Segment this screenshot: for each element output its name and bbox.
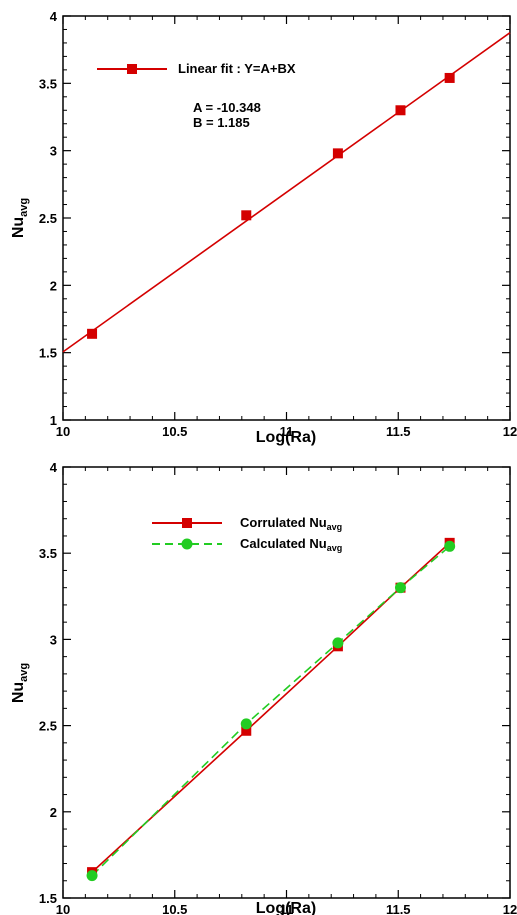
- series-lines: [91, 542, 451, 877]
- series-markers: [87, 72, 455, 339]
- data-point-square: [395, 105, 406, 116]
- x-tick-label: 11: [280, 424, 294, 439]
- legend-marker: [127, 64, 137, 74]
- data-point-square: [332, 148, 343, 159]
- tick-labels: 10 10.5 11 11.5 12 1.5 2 2.5 3 3.5 4: [39, 460, 517, 915]
- axis-ticks: [62, 15, 511, 421]
- y-tick-label: 3.5: [39, 546, 57, 561]
- legend: Corrulated Nuavg Calculated Nuavg: [152, 515, 342, 553]
- legend: Linear fit : Y=A+BX: [97, 61, 296, 76]
- data-point-square: [444, 72, 455, 83]
- y-tick-label: 3.5: [39, 76, 57, 91]
- data-point-square: [87, 328, 98, 339]
- series-lines: [62, 32, 511, 353]
- legend-label: Linear fit : Y=A+BX: [178, 61, 296, 76]
- y-tick-label: 3: [50, 632, 57, 647]
- x-axis-label: Log(Ra): [256, 429, 316, 446]
- axis-ticks: [62, 466, 511, 899]
- x-tick-label: 10.5: [162, 424, 187, 439]
- x-tick-label: 11: [280, 902, 294, 915]
- x-tick-label: 11.5: [386, 424, 411, 439]
- chart-bottom: 10 10.5 11 11.5 12 1.5 2 2.5 3 3.5 4 Log(Ra) Nuavg…: [10, 460, 517, 915]
- x-tick-label: 12: [503, 902, 517, 915]
- y-tick-label: 2: [50, 278, 57, 293]
- data-point-square: [241, 725, 252, 736]
- y-tick-label: 1: [50, 413, 57, 428]
- x-tick-label: 10: [56, 902, 70, 915]
- y-axis-label-base: Nu: [10, 217, 27, 238]
- x-tick-label: 11.5: [386, 902, 411, 915]
- data-point-square: [241, 210, 252, 221]
- y-tick-label: 2: [50, 805, 57, 820]
- series-line-1: [91, 545, 451, 877]
- data-point-circle: [394, 582, 406, 594]
- data-point-circle: [86, 870, 98, 882]
- y-axis-label: Nuavg: [10, 663, 30, 703]
- legend-label-calculated: Calculated Nuavg: [240, 536, 342, 553]
- data-point-circle: [444, 540, 456, 552]
- data-point-circle: [240, 718, 252, 730]
- x-tick-label: 10: [56, 424, 70, 439]
- plot-frame: [62, 466, 511, 899]
- legend-marker-calculated: [181, 538, 193, 550]
- legend-label-corrulated: Corrulated Nuavg: [240, 515, 342, 532]
- y-tick-label: 4: [50, 9, 58, 24]
- y-tick-label: 2.5: [39, 719, 57, 734]
- y-axis-label-base: Nu: [10, 682, 27, 703]
- y-tick-label: 4: [50, 460, 58, 475]
- y-tick-label: 1.5: [39, 346, 57, 361]
- plot-frame: [62, 15, 511, 421]
- x-tick-label: 10.5: [162, 902, 187, 915]
- x-axis-label: Log(Ra): [256, 900, 316, 915]
- x-tick-label: 12: [503, 424, 517, 439]
- annotation-b: B = 1.185: [193, 115, 250, 130]
- data-point-circle: [332, 637, 344, 649]
- y-tick-label: 1.5: [39, 891, 57, 906]
- y-axis-label-sub: avg: [18, 198, 30, 217]
- annotation-a: A = -10.348: [193, 100, 261, 115]
- y-tick-label: 2.5: [39, 211, 57, 226]
- series-markers: [86, 537, 456, 882]
- y-tick-label: 3: [50, 144, 57, 159]
- y-axis-label: Nuavg: [10, 198, 30, 238]
- y-axis-label-sub: avg: [18, 663, 30, 682]
- legend-marker-corrulated: [182, 518, 192, 528]
- fit-line: [62, 32, 511, 353]
